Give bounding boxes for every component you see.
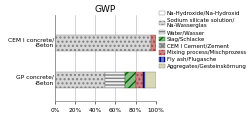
Title: GWP: GWP: [94, 5, 116, 14]
Bar: [105, 72, 125, 88]
Bar: [144, 72, 155, 88]
Bar: [150, 35, 155, 51]
Bar: [55, 35, 150, 51]
Bar: [135, 72, 142, 88]
Bar: [55, 72, 105, 88]
Bar: [142, 72, 144, 88]
Legend: Na-Hydroxide/Na-Hydroxid, Sodium silicate solution/
Na-Wasserglas, Water/Wasser,: Na-Hydroxide/Na-Hydroxid, Sodium silicat…: [159, 11, 246, 69]
Bar: [125, 72, 135, 88]
